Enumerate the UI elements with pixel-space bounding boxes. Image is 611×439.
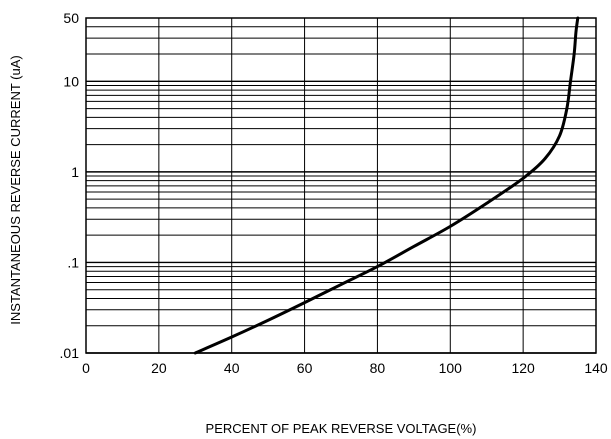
x-tick-label: 20 [151,360,167,376]
x-tick-label: 80 [370,360,386,376]
y-tick-label: 50 [63,10,79,26]
x-tick-label: 60 [297,360,313,376]
x-tick-label: 0 [82,360,90,376]
x-tick-label: 40 [224,360,240,376]
x-axis-label: PERCENT OF PEAK REVERSE VOLTAGE(%) [206,421,477,436]
tick-labels: 0 20 40 60 80 100 120 140 .01 .1 1 10 50 [60,10,608,376]
grid [85,17,597,354]
x-tick-label: 120 [511,360,535,376]
plot-frame [85,17,597,354]
y-tick-label: 10 [63,73,79,89]
y-tick-label: .1 [67,254,79,270]
y-axis-label: INSTANTANEOUS REVERSE CURRENT (uA) [8,55,23,324]
x-tick-label: 140 [584,360,608,376]
reverse-current-curve [193,16,580,355]
x-tick-label: 100 [439,360,463,376]
series-layer [193,16,580,355]
y-tick-label: .01 [60,345,80,361]
y-tick-label: 1 [71,164,79,180]
